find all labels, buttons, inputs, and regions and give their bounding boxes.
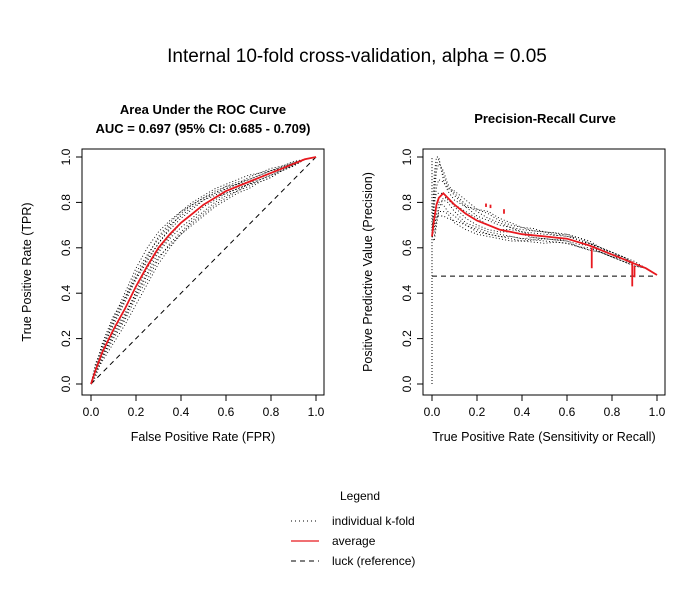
pr-fold-curve-5 xyxy=(431,158,658,276)
pr-panel: Precision-Recall Curve 0.0 0.2 0.4 0.6 0.8 1.… xyxy=(361,111,666,444)
pr-x-axis-label: True Positive Rate (Sensitivity or Recal… xyxy=(432,430,655,444)
pr-y-tick-label: 0.4 xyxy=(400,285,414,302)
roc-x-tick-label: 1.0 xyxy=(308,405,325,419)
roc-x-tick-label: 0.2 xyxy=(128,405,145,419)
pr-x-tick-label: 0.0 xyxy=(424,405,441,419)
roc-subtitle: AUC = 0.697 (95% CI: 0.685 - 0.709) xyxy=(96,121,311,136)
pr-y-tick-label: 0.6 xyxy=(400,239,414,256)
pr-fold-curve-7 xyxy=(431,179,658,276)
figure-title: Internal 10-fold cross-validation, alpha… xyxy=(167,46,547,67)
pr-fold-curve-6 xyxy=(431,199,658,276)
pr-y-tick-label: 0.8 xyxy=(400,194,414,211)
roc-y-axis: 0.0 0.2 0.4 0.6 0.8 1.0 xyxy=(59,148,83,392)
roc-x-tick-label: 0.4 xyxy=(173,405,190,419)
legend-title: Legend xyxy=(340,489,380,503)
pr-y-axis: 0.0 0.2 0.4 0.6 0.8 1.0 xyxy=(400,148,424,392)
pr-fold-curve-10 xyxy=(431,215,658,276)
roc-y-axis-label: True Positive Rate (TPR) xyxy=(20,202,34,341)
pr-fold-curve-3 xyxy=(431,156,658,276)
legend-label-fold: individual k-fold xyxy=(332,514,415,528)
roc-panel: Area Under the ROC Curve AUC = 0.697 (95… xyxy=(20,102,325,444)
pr-fold-curve-2 xyxy=(431,204,658,276)
roc-x-tick-label: 0.8 xyxy=(263,405,280,419)
roc-title: Area Under the ROC Curve xyxy=(120,102,286,117)
pr-x-tick-label: 0.2 xyxy=(469,405,486,419)
legend-label-average: average xyxy=(332,534,376,548)
roc-average-curve xyxy=(90,156,317,385)
roc-fold-curve-2 xyxy=(90,156,317,385)
roc-fold-curves xyxy=(90,156,317,385)
pr-x-tick-label: 0.4 xyxy=(514,405,531,419)
legend: Legend individual k-fold average luck (r… xyxy=(291,489,415,568)
roc-x-axis-label: False Positive Rate (FPR) xyxy=(131,430,275,444)
roc-x-tick-label: 0.0 xyxy=(83,405,100,419)
pr-x-tick-label: 0.6 xyxy=(559,405,576,419)
roc-fold-curve-3 xyxy=(90,156,317,385)
pr-x-axis: 0.0 0.2 0.4 0.6 0.8 1.0 xyxy=(424,394,666,419)
roc-y-tick-label: 0.4 xyxy=(59,285,73,302)
roc-fold-curve-1 xyxy=(90,156,317,385)
pr-fold-curve-4 xyxy=(432,211,658,276)
roc-y-tick-label: 0.2 xyxy=(59,330,73,347)
pr-y-tick-label: 0.0 xyxy=(400,375,414,392)
roc-fold-curve-4 xyxy=(90,156,317,385)
roc-x-axis: 0.0 0.2 0.4 0.6 0.8 1.0 xyxy=(83,394,325,419)
roc-reference-line xyxy=(90,156,317,385)
pr-fold-curve-9 xyxy=(431,192,658,276)
pr-y-tick-label: 0.2 xyxy=(400,330,414,347)
pr-y-tick-label: 1.0 xyxy=(400,148,414,165)
pr-title: Precision-Recall Curve xyxy=(474,111,616,126)
roc-y-tick-label: 0.6 xyxy=(59,239,73,256)
pr-average-curve xyxy=(431,192,658,287)
roc-fold-curve-6 xyxy=(90,156,317,385)
pr-y-axis-label: Positive Predictive Value (Precision) xyxy=(361,172,375,372)
roc-reference-line xyxy=(90,156,317,385)
pr-reference-lines xyxy=(431,157,657,384)
roc-y-tick-label: 1.0 xyxy=(59,148,73,165)
roc-fold-curve-5 xyxy=(90,156,317,385)
pr-fold-curves xyxy=(431,156,658,276)
roc-x-tick-label: 0.6 xyxy=(218,405,235,419)
legend-label-reference: luck (reference) xyxy=(332,554,415,568)
pr-x-tick-label: 0.8 xyxy=(604,405,621,419)
pr-plot-frame xyxy=(422,148,666,396)
roc-y-tick-label: 0.0 xyxy=(59,375,73,392)
roc-y-tick-label: 0.8 xyxy=(59,194,73,211)
pr-x-tick-label: 1.0 xyxy=(649,405,666,419)
pr-average-line xyxy=(431,192,658,276)
roc-average-line xyxy=(90,156,317,385)
